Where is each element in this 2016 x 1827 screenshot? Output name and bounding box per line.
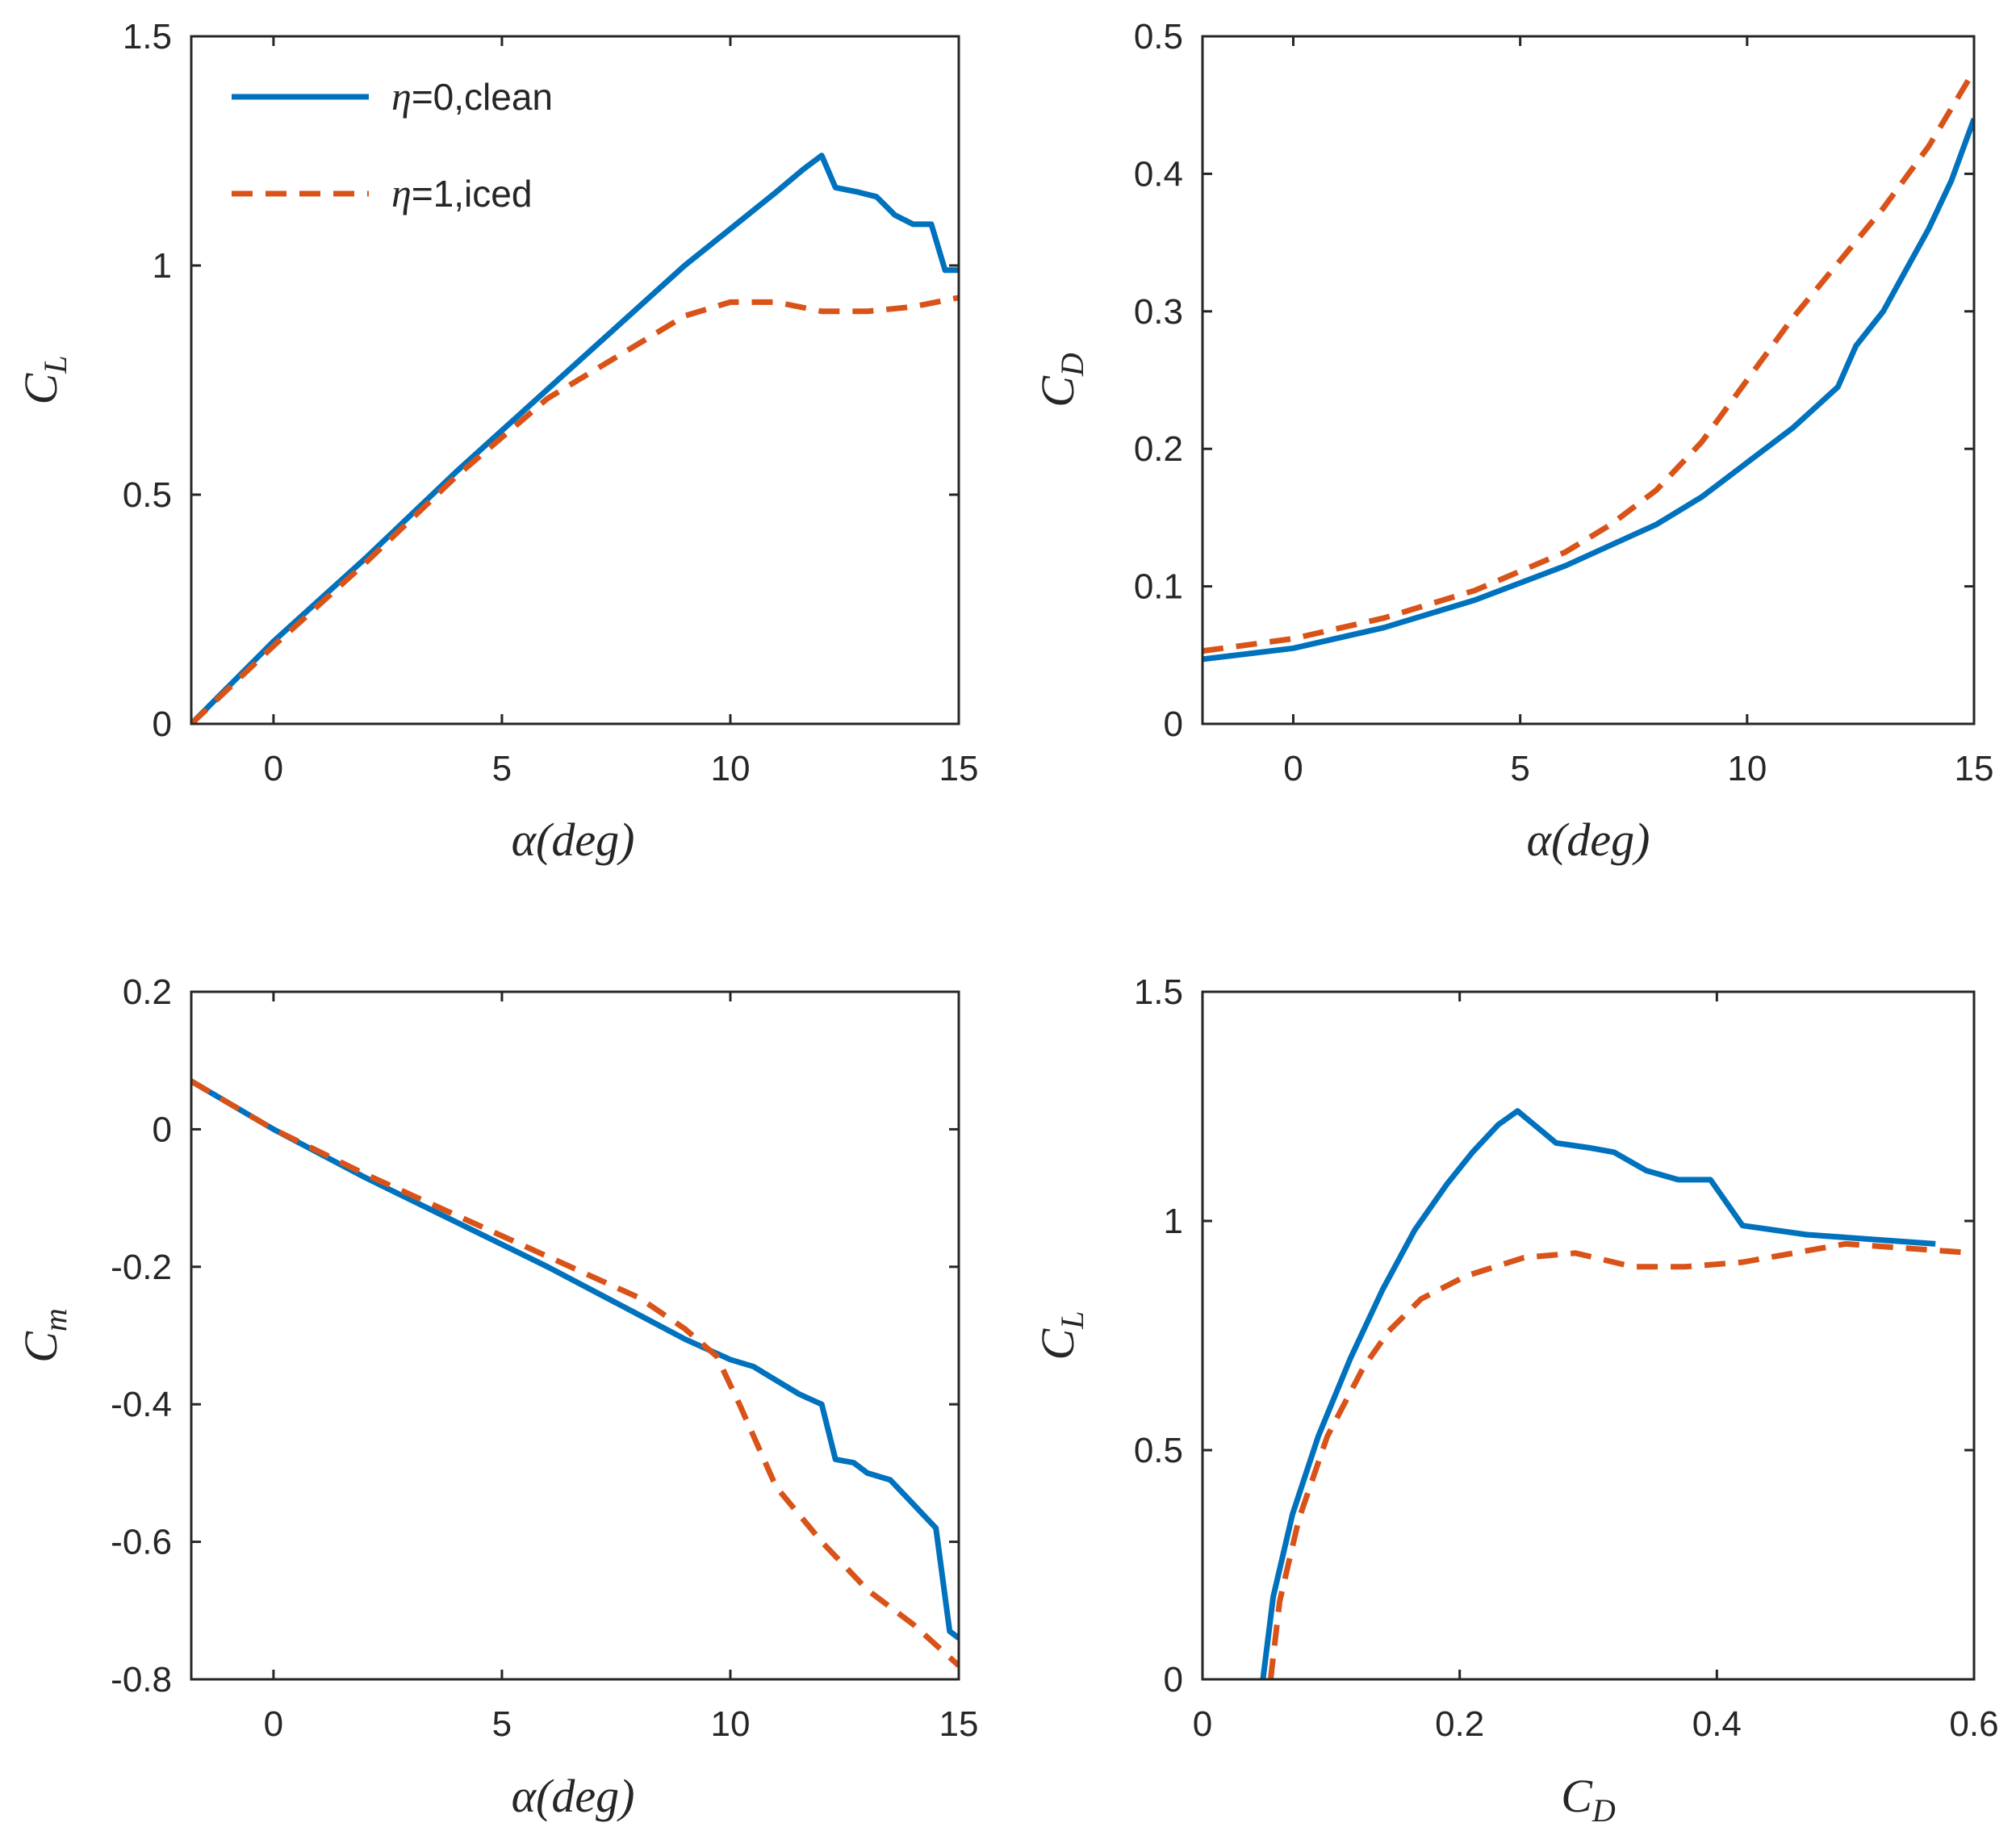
panel-cd-alpha: 0 5 10 15 0 0.1 0.2 0.3 0.4 0.5 α(deg) CD [1031,17,1993,866]
y-tick-label: -0.6 [111,1523,172,1562]
panel-cl-cd: 0 0.2 0.4 0.6 0 0.5 1 1.5 CD CL [1031,972,1999,1827]
y-tick-label: 1 [153,246,172,286]
y-tick-label: -0.4 [111,1385,172,1424]
series-line-iced [1267,1240,1974,1679]
series-line-clean [191,1078,959,1641]
x-axis-label: α(deg) [512,813,635,866]
series-line-iced [191,1078,959,1668]
series-line-clean [1202,117,1974,663]
x-tick-label: 0 [1193,1704,1212,1744]
y-tick-label: -0.2 [111,1248,172,1287]
y-axis-label: CL [1031,1311,1090,1361]
y-tick-label: -0.8 [111,1660,172,1699]
x-tick-label: 0.4 [1692,1704,1742,1744]
series-line-clean [1260,1108,1936,1679]
panel-cl-alpha: 0 5 10 15 0 0.5 1 1.5 α(deg) CL η=0,clean η=1,i… [15,17,978,866]
series-line-iced [1202,69,1974,654]
legend-label-clean: η=0,clean [391,73,553,119]
axes-box [1201,990,1976,1681]
y-tick-label: 1 [1164,1202,1183,1241]
y-tick-label: 0.5 [1134,17,1183,56]
x-tick-label: 5 [492,1704,512,1744]
x-tick-label: 15 [1955,749,1994,788]
series-line-iced [191,295,959,724]
legend-label-iced: η=1,iced [391,170,532,215]
x-tick-label: 0 [264,1704,283,1744]
x-tick-label: 5 [1510,749,1529,788]
x-tick-label: 0.2 [1435,1704,1484,1744]
y-tick-label: 0 [1164,1660,1183,1699]
x-axis-label: α(deg) [512,1770,635,1822]
x-tick-label: 0 [264,749,283,788]
x-axis-label: CD [1561,1770,1616,1827]
y-tick-label: 0.3 [1134,292,1183,332]
axes-box [190,35,960,725]
panel-cm-alpha: 0 5 10 15 -0.8 -0.6 -0.4 -0.2 0 0.2 α(deg) Cm [15,972,978,1822]
y-axis-label: Cm [15,1308,73,1363]
legend: η=0,clean η=1,iced [232,73,553,215]
x-tick-label: 15 [939,1704,979,1744]
x-axis-label: α(deg) [1527,813,1650,866]
x-tick-label: 5 [492,749,512,788]
x-tick-label: 10 [1727,749,1767,788]
y-tick-label: 0 [1164,704,1183,744]
axes-box [190,990,960,1681]
y-tick-label: 0.1 [1134,567,1183,607]
y-axis-label: CL [15,356,73,405]
y-tick-label: 0.5 [123,475,172,515]
x-tick-label: 10 [710,1704,750,1744]
x-tick-label: 0.6 [1949,1704,1998,1744]
axes-box [1201,35,1976,725]
y-tick-label: 1.5 [123,17,172,56]
y-tick-label: 0.4 [1134,154,1183,194]
x-tick-label: 15 [939,749,979,788]
x-tick-label: 10 [710,749,750,788]
y-tick-label: 0 [153,1110,172,1149]
y-tick-label: 0.5 [1134,1431,1183,1470]
y-tick-label: 0.2 [123,972,172,1012]
x-tick-label: 0 [1283,749,1303,788]
y-tick-label: 1.5 [1134,972,1183,1012]
series-line-clean [191,153,959,724]
y-tick-label: 0 [153,704,172,744]
y-tick-label: 0.2 [1134,429,1183,469]
y-axis-label: CD [1031,353,1090,408]
